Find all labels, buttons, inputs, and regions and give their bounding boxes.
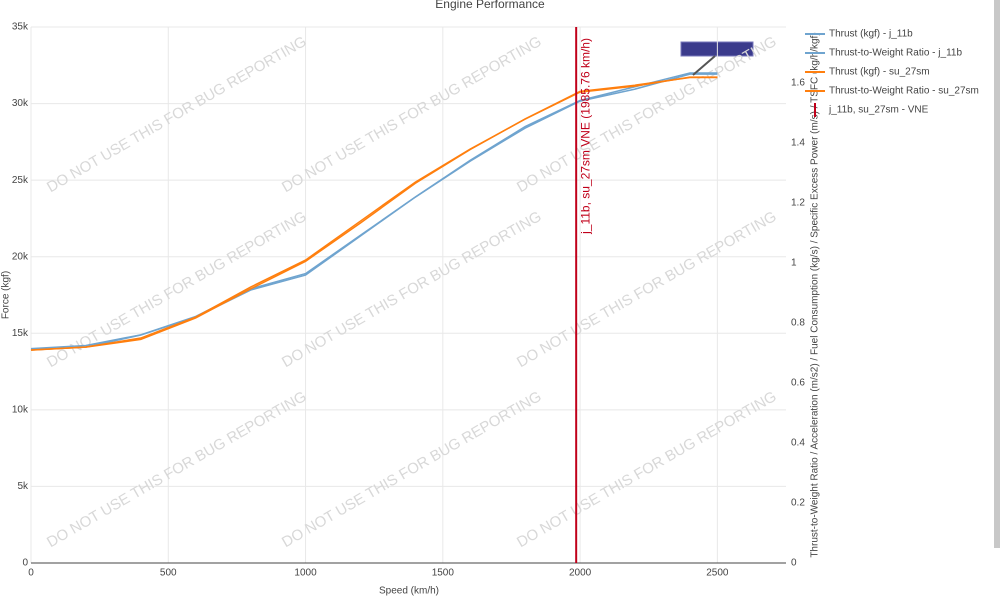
series-line (30, 76, 718, 351)
y-tick-label: 10k (12, 404, 29, 415)
y2-tick-label: 1.4 (791, 138, 805, 149)
x-tick-label: 2000 (569, 568, 592, 579)
chart-title: Engine Performance (435, 0, 545, 11)
y2-axis-label: Thrust-to-Weight Ratio / Acceleration (m… (810, 32, 821, 557)
series-line (30, 73, 718, 351)
x-axis-label: Speed (km/h) (379, 586, 439, 597)
y2-tick-label: 0.2 (791, 498, 805, 509)
legend-label: j_11b, su_27sm - VNE (828, 105, 929, 116)
x-tick-label: 2500 (706, 568, 729, 579)
legend-label: Thrust-to-Weight Ratio - su_27sm (829, 86, 979, 97)
y2-tick-label: 1.2 (791, 198, 805, 209)
y2-tick-label: 0 (791, 558, 797, 569)
y-tick-label: 35k (12, 22, 29, 33)
y-axis-label: Force (kgf) (1, 271, 12, 319)
y-tick-label: 15k (12, 328, 29, 339)
watermark: DO NOT USE THIS FOR BUG REPORTING (514, 388, 779, 551)
legend-label: Thrust-to-Weight Ratio - j_11b (829, 48, 962, 59)
watermark: DO NOT USE THIS FOR BUG REPORTING (514, 208, 779, 371)
grid (30, 26, 786, 564)
watermark: DO NOT USE THIS FOR BUG REPORTING (279, 208, 544, 371)
y-tick-label: 20k (12, 251, 29, 262)
legend-label: Thrust (kgf) - j_11b (829, 29, 913, 40)
y2-tick-label: 0.8 (791, 318, 805, 329)
x-tick-label: 1000 (294, 568, 317, 579)
vne-label: j_11b, su_27sm VNE (1985.76 km/h) (578, 38, 592, 235)
x-tick-label: 1500 (432, 568, 455, 579)
watermark: DO NOT USE THIS FOR BUG REPORTING (279, 33, 544, 196)
y2-tick-label: 0.6 (791, 378, 805, 389)
legend-label: Thrust (kgf) - su_27sm (829, 67, 930, 78)
y2-tick-label: 1 (791, 258, 797, 269)
x-tick-label: 500 (160, 568, 177, 579)
watermark: DO NOT USE THIS FOR BUG REPORTING (44, 388, 309, 551)
annotation-arrow (692, 55, 716, 76)
x-tick-label: 0 (28, 568, 34, 579)
watermark: DO NOT USE THIS FOR BUG REPORTING (279, 388, 544, 551)
y2-tick-label: 1.6 (791, 78, 805, 89)
y-tick-label: 30k (12, 98, 29, 109)
series-line (30, 76, 718, 351)
y-tick-label: 25k (12, 175, 29, 186)
watermark: DO NOT USE THIS FOR BUG REPORTING (44, 33, 309, 196)
scrollbar (994, 0, 1000, 548)
y-tick-label: 5k (17, 481, 29, 492)
y2-tick-label: 0.4 (791, 438, 805, 449)
y-tick-label: 0 (22, 558, 28, 569)
